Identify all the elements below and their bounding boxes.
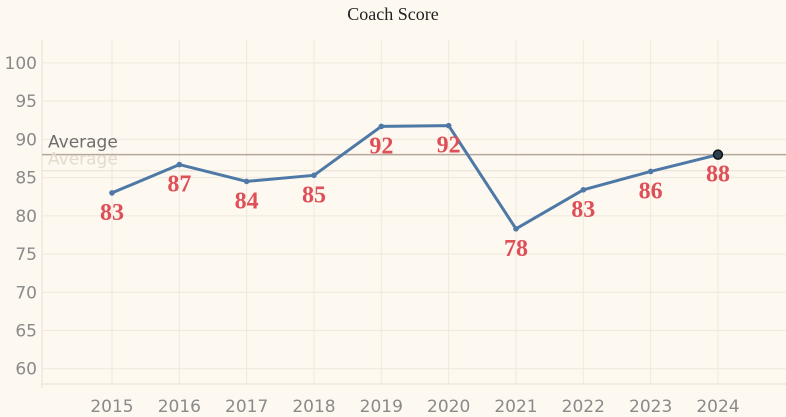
y-tick-label: 100 [5, 54, 37, 74]
y-tick-label: 85 [15, 169, 37, 189]
y-tick-label: 65 [15, 321, 37, 341]
y-tick-label: 90 [15, 130, 37, 150]
data-label: 92 [437, 133, 461, 159]
data-label: 92 [369, 133, 393, 159]
x-tick-label: 2019 [360, 397, 403, 417]
data-label: 84 [235, 188, 259, 214]
data-label: 83 [100, 200, 124, 226]
data-point [712, 149, 724, 160]
x-tick-label: 2023 [629, 397, 672, 417]
y-tick-label: 95 [15, 92, 37, 112]
data-point [445, 122, 452, 129]
average-label: Average [48, 133, 118, 153]
data-label: 78 [504, 236, 528, 262]
y-tick-label: 70 [15, 283, 37, 303]
data-point [109, 190, 115, 196]
data-label: 86 [639, 178, 663, 204]
x-tick-label: 2018 [292, 397, 335, 417]
data-point [647, 168, 654, 175]
y-tick-label: 60 [15, 360, 37, 380]
chart-title: Coach Score [347, 4, 439, 24]
data-point [311, 172, 317, 179]
data-label: 85 [302, 182, 326, 208]
series-line [111, 124, 719, 231]
data-point [513, 226, 519, 232]
data-point [580, 187, 587, 193]
x-tick-label: 2022 [562, 397, 605, 417]
x-tick-label: 2017 [225, 397, 268, 417]
data-label: 87 [167, 172, 191, 198]
data-label: 83 [571, 197, 595, 223]
data-point [378, 123, 385, 130]
x-tick-label: 2015 [90, 397, 133, 417]
data-point [176, 161, 183, 168]
x-tick-label: 2016 [158, 397, 201, 417]
y-tick-label: 75 [15, 245, 37, 265]
x-tick-label: 2024 [696, 397, 739, 417]
data-point [243, 178, 250, 185]
y-tick-label: 80 [15, 207, 37, 227]
x-tick-label: 2020 [427, 397, 470, 417]
x-tick-label: 2021 [494, 397, 537, 417]
data-label: 88 [706, 162, 730, 188]
average-label-echo: Average [48, 150, 118, 170]
